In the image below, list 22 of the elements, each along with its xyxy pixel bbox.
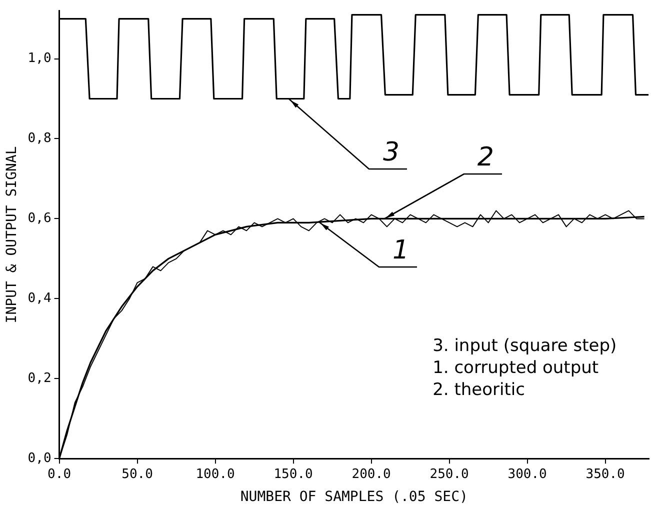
y-tick-label: 0,4 [28,291,52,306]
x-tick-label: 0.0 [48,466,72,482]
annotation: 3. input (square step) [432,336,617,356]
y-axis-title: INPUT & OUTPUT SIGNAL [4,146,20,324]
y-tick-label: 0,6 [28,211,52,226]
x-tick-label: 100.0 [196,466,235,482]
x-tick-label: 350.0 [586,466,625,482]
series-label: 3 [382,138,400,168]
x-tick-label: 50.0 [122,466,153,482]
annotation: 2. theoritic [432,380,525,400]
x-tick-label: 150.0 [274,466,313,482]
y-tick-label: 0,8 [28,131,52,146]
x-tick-label: 250.0 [430,466,469,482]
annotation: 1. corrupted output [432,358,599,378]
legend-label: 1 [392,235,410,266]
x-tick-label: 200.0 [352,466,391,482]
x-axis-title: NUMBER OF SAMPLES (.05 SEC) [240,489,468,506]
y-tick-label: 0,2 [28,371,52,386]
y-tick-label: 0,0 [28,450,52,466]
y-tick-label: 1,0 [28,51,52,66]
x-tick-label: 300.0 [508,466,547,482]
series-label: 2 [477,142,494,172]
